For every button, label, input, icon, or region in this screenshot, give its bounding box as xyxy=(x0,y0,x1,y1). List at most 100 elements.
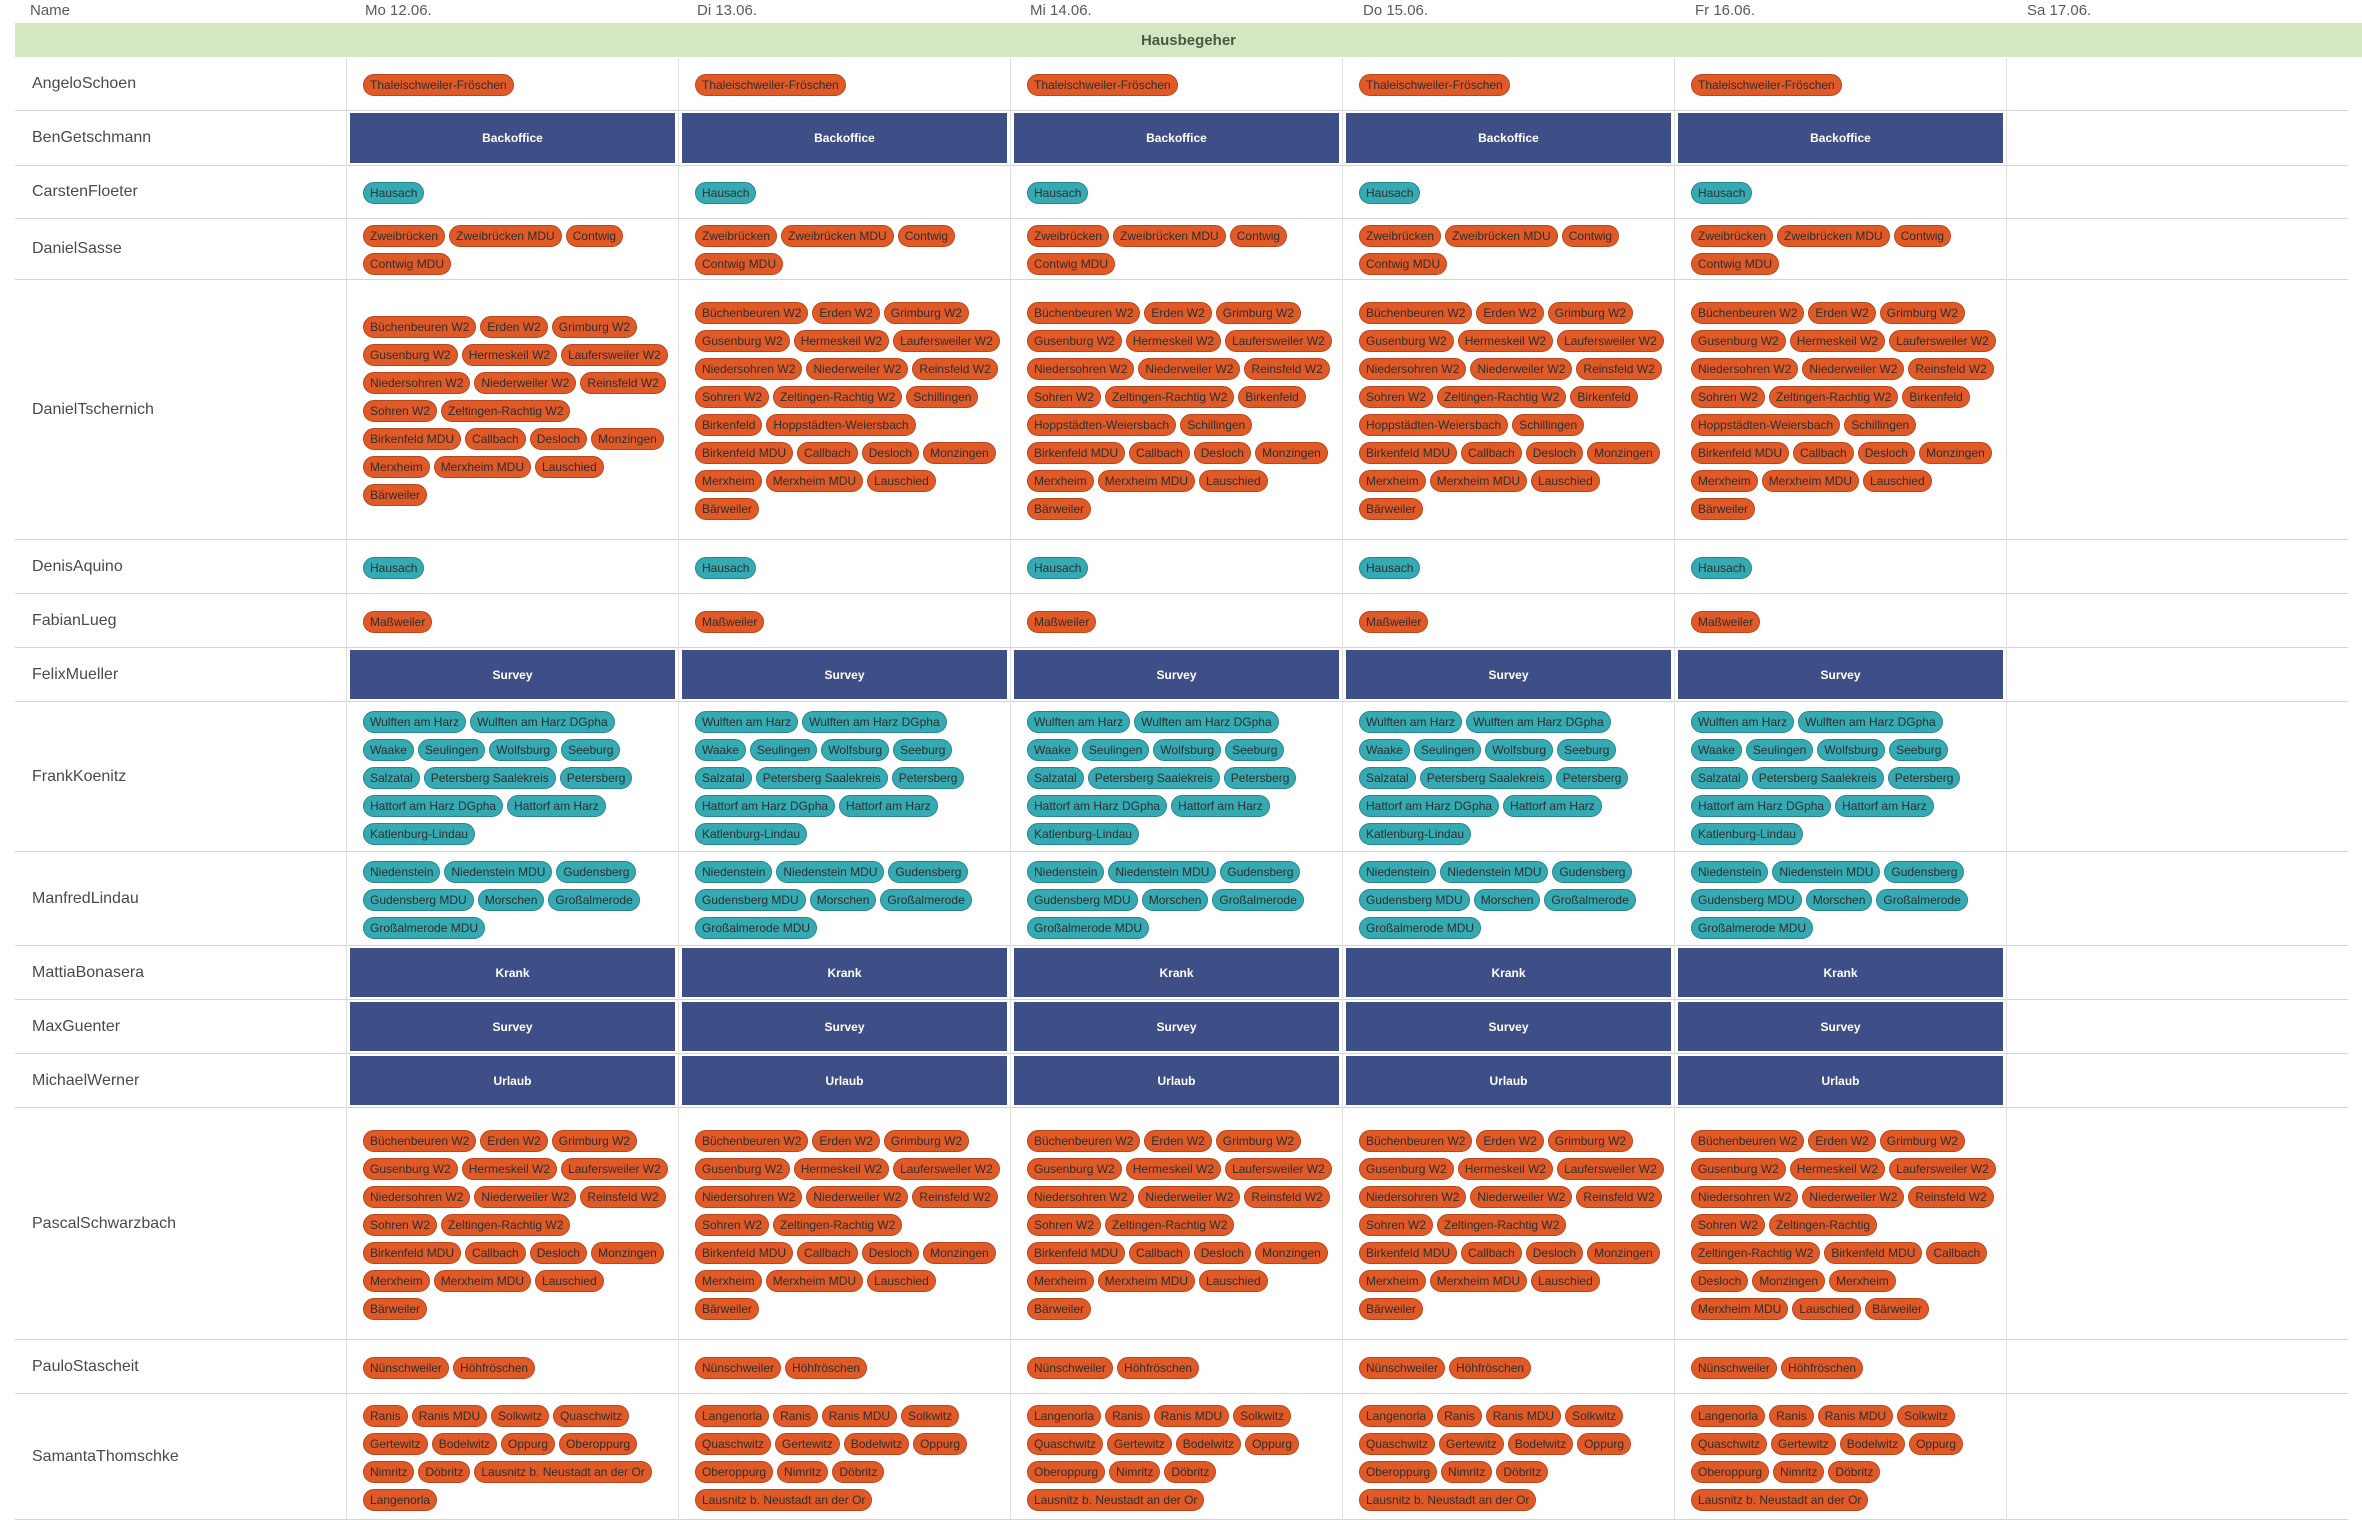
location-chip[interactable]: Großalmerode MDU xyxy=(1691,916,1814,939)
location-chip[interactable]: Gudensberg MDU xyxy=(363,888,474,911)
location-chip[interactable]: Salzatal xyxy=(1359,766,1416,789)
location-chip[interactable]: Lausnitz b. Neustadt an der Or xyxy=(1691,1488,1869,1511)
day-cell[interactable] xyxy=(2006,1394,2348,1520)
status-block[interactable]: Survey xyxy=(1014,650,1339,699)
day-cell[interactable]: Nünschweiler Höhfröschen xyxy=(346,1340,678,1394)
location-chip[interactable]: Gusenburg W2 xyxy=(695,1157,790,1180)
location-chip[interactable]: Wulften am Harz DGpha xyxy=(1134,710,1279,733)
location-chip[interactable]: Desloch xyxy=(1525,1241,1584,1264)
location-chip[interactable]: Oberoppurg xyxy=(695,1460,774,1483)
location-chip[interactable]: Oberoppurg xyxy=(1027,1460,1106,1483)
location-chip[interactable]: Hattorf am Harz xyxy=(1835,794,1934,817)
status-block[interactable]: Krank xyxy=(350,948,675,997)
location-chip[interactable]: Waake xyxy=(695,738,746,761)
location-chip[interactable]: Seulingen xyxy=(1413,738,1482,761)
location-chip[interactable]: Bärweiler xyxy=(1359,1297,1424,1320)
location-chip[interactable]: Wulften am Harz xyxy=(695,710,799,733)
location-chip[interactable]: Großalmerode xyxy=(548,888,640,911)
location-chip[interactable]: Nünschweiler xyxy=(1027,1356,1114,1379)
location-chip[interactable]: Gudensberg xyxy=(888,860,969,883)
location-chip[interactable]: Reinsfeld W2 xyxy=(1576,357,1662,380)
day-cell[interactable]: Büchenbeuren W2 Erden W2 Grimburg W2 Gusenb… xyxy=(1674,1108,2006,1340)
location-chip[interactable]: Petersberg Saalekreis xyxy=(1419,766,1552,789)
location-chip[interactable]: Reinsfeld W2 xyxy=(1244,1185,1330,1208)
day-cell[interactable]: Hausach xyxy=(346,540,678,594)
location-chip[interactable]: Hattorf am Harz DGpha xyxy=(1691,794,1832,817)
location-chip[interactable]: Merxheim MDU xyxy=(1097,1269,1196,1292)
day-cell[interactable]: Maßweiler xyxy=(678,594,1010,648)
location-chip[interactable]: Hausach xyxy=(695,556,757,579)
location-chip[interactable]: Wolfsburg xyxy=(821,738,890,761)
location-chip[interactable]: Wulften am Harz xyxy=(363,710,467,733)
location-chip[interactable]: Schillingen xyxy=(906,385,979,408)
status-block[interactable]: Krank xyxy=(1346,948,1671,997)
location-chip[interactable]: Großalmerode xyxy=(1212,888,1304,911)
location-chip[interactable]: Desloch xyxy=(1691,1269,1749,1292)
location-chip[interactable]: Grimburg W2 xyxy=(1215,1129,1302,1152)
location-chip[interactable]: Birkenfeld MDU xyxy=(695,1241,794,1264)
location-chip[interactable]: Hermeskeil W2 xyxy=(1125,1157,1222,1180)
location-chip[interactable]: Langenorla xyxy=(1691,1404,1766,1427)
location-chip[interactable]: Nimritz xyxy=(1109,1460,1161,1483)
location-chip[interactable]: Bodelwitz xyxy=(1175,1432,1242,1455)
day-cell[interactable]: Thaleischweiler-Fröschen xyxy=(1342,58,1674,111)
location-chip[interactable]: Desloch xyxy=(1193,441,1252,464)
location-chip[interactable]: Ranis MDU xyxy=(821,1404,898,1427)
location-chip[interactable]: Erden W2 xyxy=(480,315,548,338)
location-chip[interactable]: Contwig MDU xyxy=(363,253,452,275)
location-chip[interactable]: Grimburg W2 xyxy=(883,301,970,324)
location-chip[interactable]: Hausach xyxy=(1027,182,1089,204)
location-chip[interactable]: Laufersweiler W2 xyxy=(1225,329,1332,352)
location-chip[interactable]: Callbach xyxy=(1129,1241,1190,1264)
location-chip[interactable]: Grimburg W2 xyxy=(1215,301,1302,324)
location-chip[interactable]: Petersberg xyxy=(891,766,965,789)
location-chip[interactable]: Maßweiler xyxy=(1691,610,1761,633)
day-cell[interactable]: Survey xyxy=(678,1000,1010,1054)
location-chip[interactable]: Thaleischweiler-Fröschen xyxy=(1027,74,1178,96)
location-chip[interactable]: Lauschied xyxy=(867,1269,936,1292)
location-chip[interactable]: Sohren W2 xyxy=(1027,385,1102,408)
location-chip[interactable]: Seulingen xyxy=(1745,738,1814,761)
location-chip[interactable]: Sohren W2 xyxy=(1359,1213,1434,1236)
location-chip[interactable]: Katlenburg-Lindau xyxy=(1359,822,1472,845)
location-chip[interactable]: Reinsfeld W2 xyxy=(580,371,666,394)
location-chip[interactable]: Zeltingen-Rachtig W2 xyxy=(441,399,571,422)
location-chip[interactable]: Büchenbeuren W2 xyxy=(1691,1129,1805,1152)
location-chip[interactable]: Lausnitz b. Neustadt an der Or xyxy=(1027,1488,1205,1511)
location-chip[interactable]: Merxheim MDU xyxy=(765,1269,864,1292)
location-chip[interactable]: Hausach xyxy=(363,556,425,579)
location-chip[interactable]: Döbritz xyxy=(418,1460,471,1483)
location-chip[interactable]: Solkwitz xyxy=(1565,1404,1624,1427)
day-cell[interactable] xyxy=(2006,111,2348,166)
location-chip[interactable]: Niedenstein xyxy=(1691,860,1769,883)
location-chip[interactable]: Erden W2 xyxy=(480,1129,548,1152)
location-chip[interactable]: Lauschied xyxy=(867,469,936,492)
location-chip[interactable]: Waake xyxy=(1691,738,1742,761)
location-chip[interactable]: Merxheim xyxy=(695,1269,762,1292)
day-cell[interactable]: Hausach xyxy=(678,540,1010,594)
location-chip[interactable]: Monzingen xyxy=(591,1241,664,1264)
location-chip[interactable]: Callbach xyxy=(797,1241,858,1264)
location-chip[interactable]: Niedersohren W2 xyxy=(1691,1185,1799,1208)
location-chip[interactable]: Sohren W2 xyxy=(363,1213,438,1236)
location-chip[interactable]: Merxheim MDU xyxy=(1429,1269,1528,1292)
location-chip[interactable]: Niedenstein MDU xyxy=(1440,860,1549,883)
location-chip[interactable]: Bärweiler xyxy=(1865,1297,1930,1320)
day-cell[interactable]: Maßweiler xyxy=(1010,594,1342,648)
location-chip[interactable]: Niedersohren W2 xyxy=(363,1185,471,1208)
location-chip[interactable]: Hoppstädten-Weiersbach xyxy=(1027,413,1177,436)
location-chip[interactable]: Oppurg xyxy=(1909,1432,1964,1455)
location-chip[interactable]: Seulingen xyxy=(1081,738,1150,761)
location-chip[interactable]: Schillingen xyxy=(1844,413,1917,436)
location-chip[interactable]: Merxheim MDU xyxy=(433,455,532,478)
status-block[interactable]: Survey xyxy=(350,1002,675,1051)
location-chip[interactable]: Contwig MDU xyxy=(1027,253,1116,275)
day-cell[interactable]: Backoffice xyxy=(346,111,678,166)
location-chip[interactable]: Niedersohren W2 xyxy=(695,1185,803,1208)
location-chip[interactable]: Großalmerode MDU xyxy=(695,916,818,939)
location-chip[interactable]: Callbach xyxy=(1129,441,1190,464)
location-chip[interactable]: Hermeskeil W2 xyxy=(793,1157,890,1180)
location-chip[interactable]: Zeltingen-Rachtig W2 xyxy=(773,1213,903,1236)
day-cell[interactable] xyxy=(2006,852,2348,946)
location-chip[interactable]: Gudensberg MDU xyxy=(1359,888,1470,911)
